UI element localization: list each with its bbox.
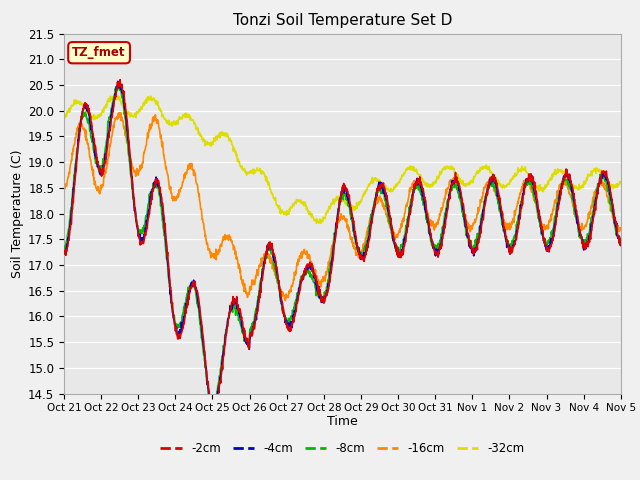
-16cm [378, 197, 385, 203]
Text: TZ_fmet: TZ_fmet [72, 46, 126, 59]
-2cm [60, 248, 68, 254]
-32cm [126, 114, 134, 120]
Line: -32cm: -32cm [64, 96, 621, 223]
-8cm [103, 135, 111, 141]
-4cm [126, 154, 134, 159]
-8cm [308, 273, 316, 279]
-8cm [378, 188, 385, 193]
-32cm [319, 218, 326, 224]
-8cm [617, 239, 625, 244]
-2cm [378, 181, 385, 187]
Title: Tonzi Soil Temperature Set D: Tonzi Soil Temperature Set D [233, 13, 452, 28]
-8cm [126, 166, 134, 172]
-16cm [617, 225, 625, 231]
-32cm [378, 179, 385, 185]
-4cm [297, 280, 305, 286]
-4cm [103, 142, 111, 147]
-16cm [60, 184, 68, 190]
Line: -8cm: -8cm [64, 86, 621, 414]
-2cm [126, 153, 134, 159]
-2cm [297, 280, 305, 286]
-4cm [210, 411, 218, 417]
-16cm [282, 298, 289, 303]
-4cm [308, 266, 316, 272]
-4cm [378, 180, 385, 186]
-4cm [60, 251, 68, 256]
-16cm [319, 279, 326, 285]
-32cm [308, 211, 316, 217]
-8cm [209, 411, 216, 417]
Line: -16cm: -16cm [64, 113, 621, 300]
Y-axis label: Soil Temperature (C): Soil Temperature (C) [11, 149, 24, 278]
-16cm [297, 255, 305, 261]
-16cm [103, 160, 111, 166]
-2cm [210, 414, 218, 420]
-4cm [319, 299, 326, 305]
-8cm [319, 294, 326, 300]
-4cm [617, 241, 625, 247]
Line: -2cm: -2cm [64, 80, 621, 417]
-4cm [114, 78, 122, 84]
-32cm [617, 179, 625, 185]
-2cm [319, 298, 326, 303]
-8cm [297, 278, 305, 284]
-2cm [103, 145, 111, 151]
-2cm [116, 77, 124, 83]
X-axis label: Time: Time [327, 415, 358, 428]
-32cm [297, 197, 305, 203]
Line: -4cm: -4cm [64, 81, 621, 414]
-32cm [111, 93, 118, 98]
-8cm [113, 84, 120, 89]
-2cm [308, 264, 316, 270]
-32cm [103, 102, 111, 108]
-16cm [126, 153, 134, 158]
-32cm [60, 113, 68, 119]
-16cm [308, 263, 316, 268]
Legend: -2cm, -4cm, -8cm, -16cm, -32cm: -2cm, -4cm, -8cm, -16cm, -32cm [156, 437, 529, 460]
-16cm [115, 110, 123, 116]
-2cm [617, 241, 625, 247]
-8cm [60, 243, 68, 249]
-32cm [317, 220, 324, 226]
